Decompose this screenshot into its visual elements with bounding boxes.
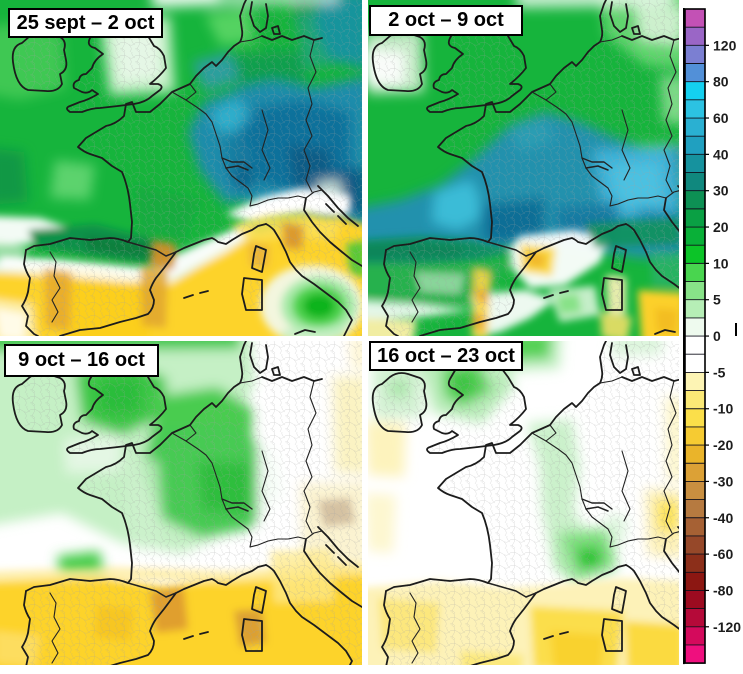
svg-text:-5: -5 <box>713 364 726 380</box>
svg-text:-80: -80 <box>713 582 733 598</box>
svg-text:-10: -10 <box>713 401 733 417</box>
svg-text:40: 40 <box>713 146 729 162</box>
svg-text:5: 5 <box>713 292 721 308</box>
svg-text:-60: -60 <box>713 546 733 562</box>
svg-text:-20: -20 <box>713 437 733 453</box>
svg-text:-120: -120 <box>713 619 741 635</box>
svg-text:-40: -40 <box>713 510 733 526</box>
svg-text:60: 60 <box>713 110 729 126</box>
svg-text:80: 80 <box>713 74 729 90</box>
svg-text:30: 30 <box>713 183 729 199</box>
svg-text:-30: -30 <box>713 473 733 489</box>
svg-text:120: 120 <box>713 37 737 53</box>
svg-text:20: 20 <box>713 219 729 235</box>
svg-text:10: 10 <box>713 255 729 271</box>
svg-text:0: 0 <box>713 328 721 344</box>
